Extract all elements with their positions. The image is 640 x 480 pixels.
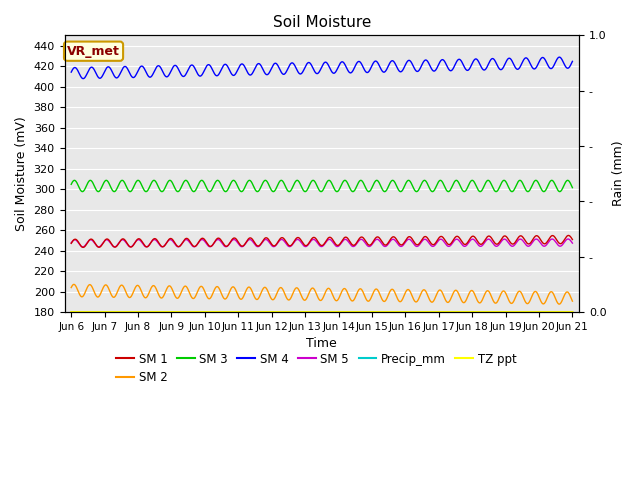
Y-axis label: Rain (mm): Rain (mm)	[612, 141, 625, 206]
Title: Soil Moisture: Soil Moisture	[273, 15, 371, 30]
Text: VR_met: VR_met	[67, 45, 120, 58]
Y-axis label: Soil Moisture (mV): Soil Moisture (mV)	[15, 116, 28, 231]
X-axis label: Time: Time	[307, 337, 337, 350]
Legend: SM 1, SM 2, SM 3, SM 4, SM 5, Precip_mm, TZ ppt: SM 1, SM 2, SM 3, SM 4, SM 5, Precip_mm,…	[111, 348, 521, 389]
